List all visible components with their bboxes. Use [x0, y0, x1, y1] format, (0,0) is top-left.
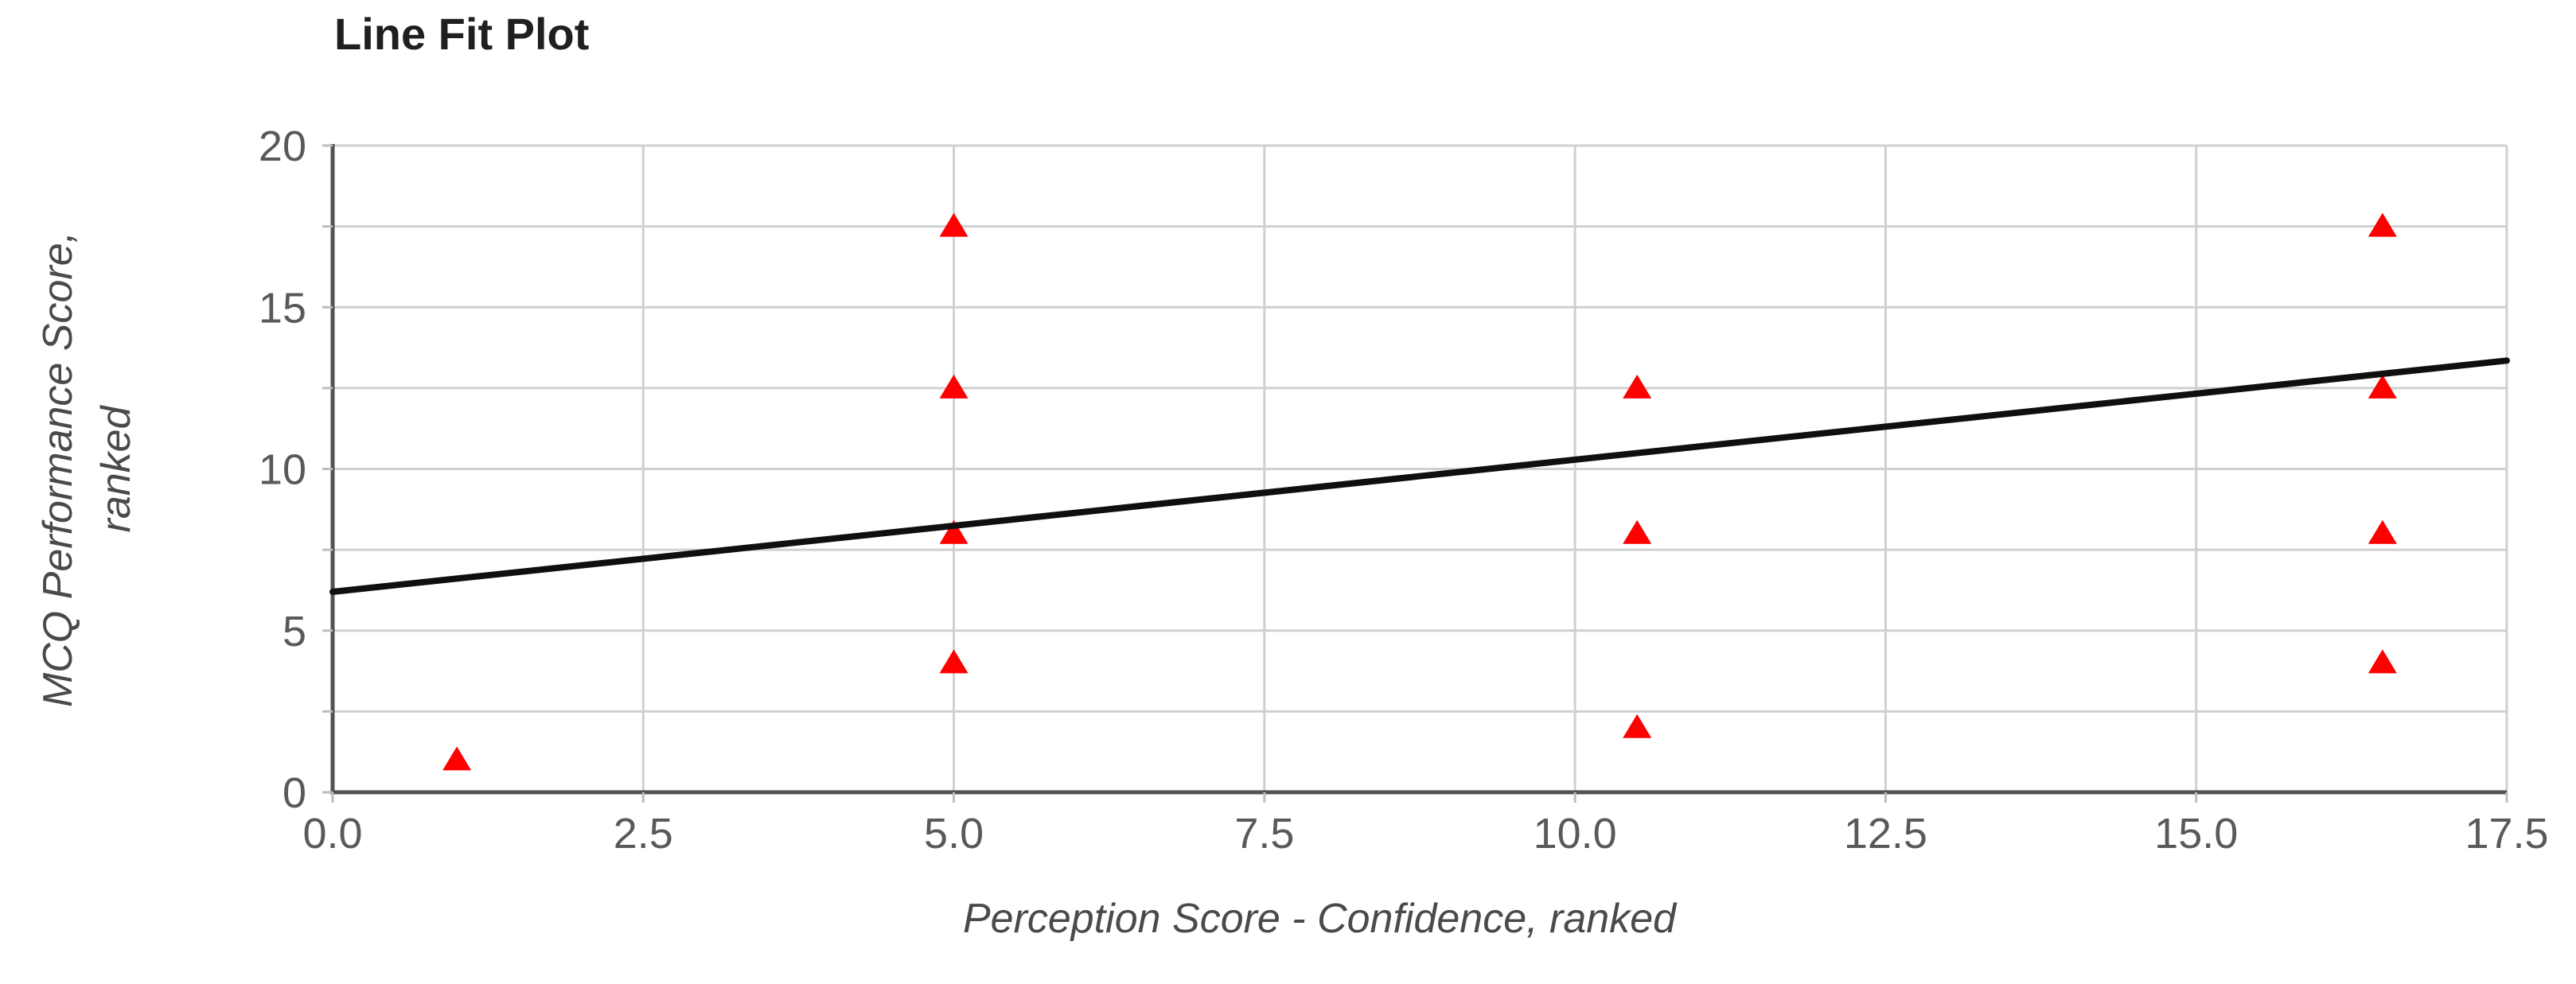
- scatter-point: [939, 519, 968, 544]
- x-tick-label: 5.0: [924, 810, 984, 858]
- x-axis-title: Perception Score - Confidence, ranked: [963, 896, 1678, 942]
- y-tick-label: 10: [259, 446, 306, 494]
- scatter-point: [1623, 519, 1652, 544]
- scatter-point: [1623, 374, 1652, 399]
- scatter-point: [1623, 714, 1652, 738]
- x-tick-label: 17.5: [2465, 810, 2548, 858]
- y-tick-labels: 0 5 10 15 20: [259, 123, 306, 817]
- chart-title: Line Fit Plot: [334, 9, 589, 59]
- scatter-point: [939, 212, 968, 237]
- x-tick-label: 10.0: [1534, 810, 1617, 858]
- gridlines: [331, 144, 2508, 794]
- data-series: [329, 212, 2510, 771]
- scatter-point: [939, 374, 968, 399]
- x-tick-label: 7.5: [1234, 810, 1294, 858]
- scatter-point: [442, 746, 472, 771]
- y-tick-label: 0: [283, 769, 306, 817]
- y-tick-label: 5: [283, 608, 306, 655]
- x-tick-labels: 0.0 2.5 5.0 7.5 10.0 12.5 15.0 17.5: [302, 810, 2548, 858]
- x-tick-label: 12.5: [1844, 810, 1927, 858]
- scatter-point: [2368, 374, 2397, 399]
- y-axis-title-line2: ranked: [93, 404, 139, 532]
- scatter-point: [2368, 519, 2397, 544]
- y-axis-title-line1: MCQ Performance Score,: [35, 231, 81, 707]
- scatter-point: [2368, 649, 2397, 674]
- x-tick-label: 15.0: [2154, 810, 2238, 858]
- x-tick-label: 0.0: [302, 810, 362, 858]
- y-tick-label: 15: [259, 284, 306, 332]
- x-tick-label: 2.5: [614, 810, 673, 858]
- tick-marks: [322, 144, 2508, 803]
- y-tick-label: 20: [259, 123, 306, 170]
- scatter-point: [939, 649, 968, 674]
- trend-line: [329, 357, 2510, 595]
- scatter-point: [2368, 212, 2397, 237]
